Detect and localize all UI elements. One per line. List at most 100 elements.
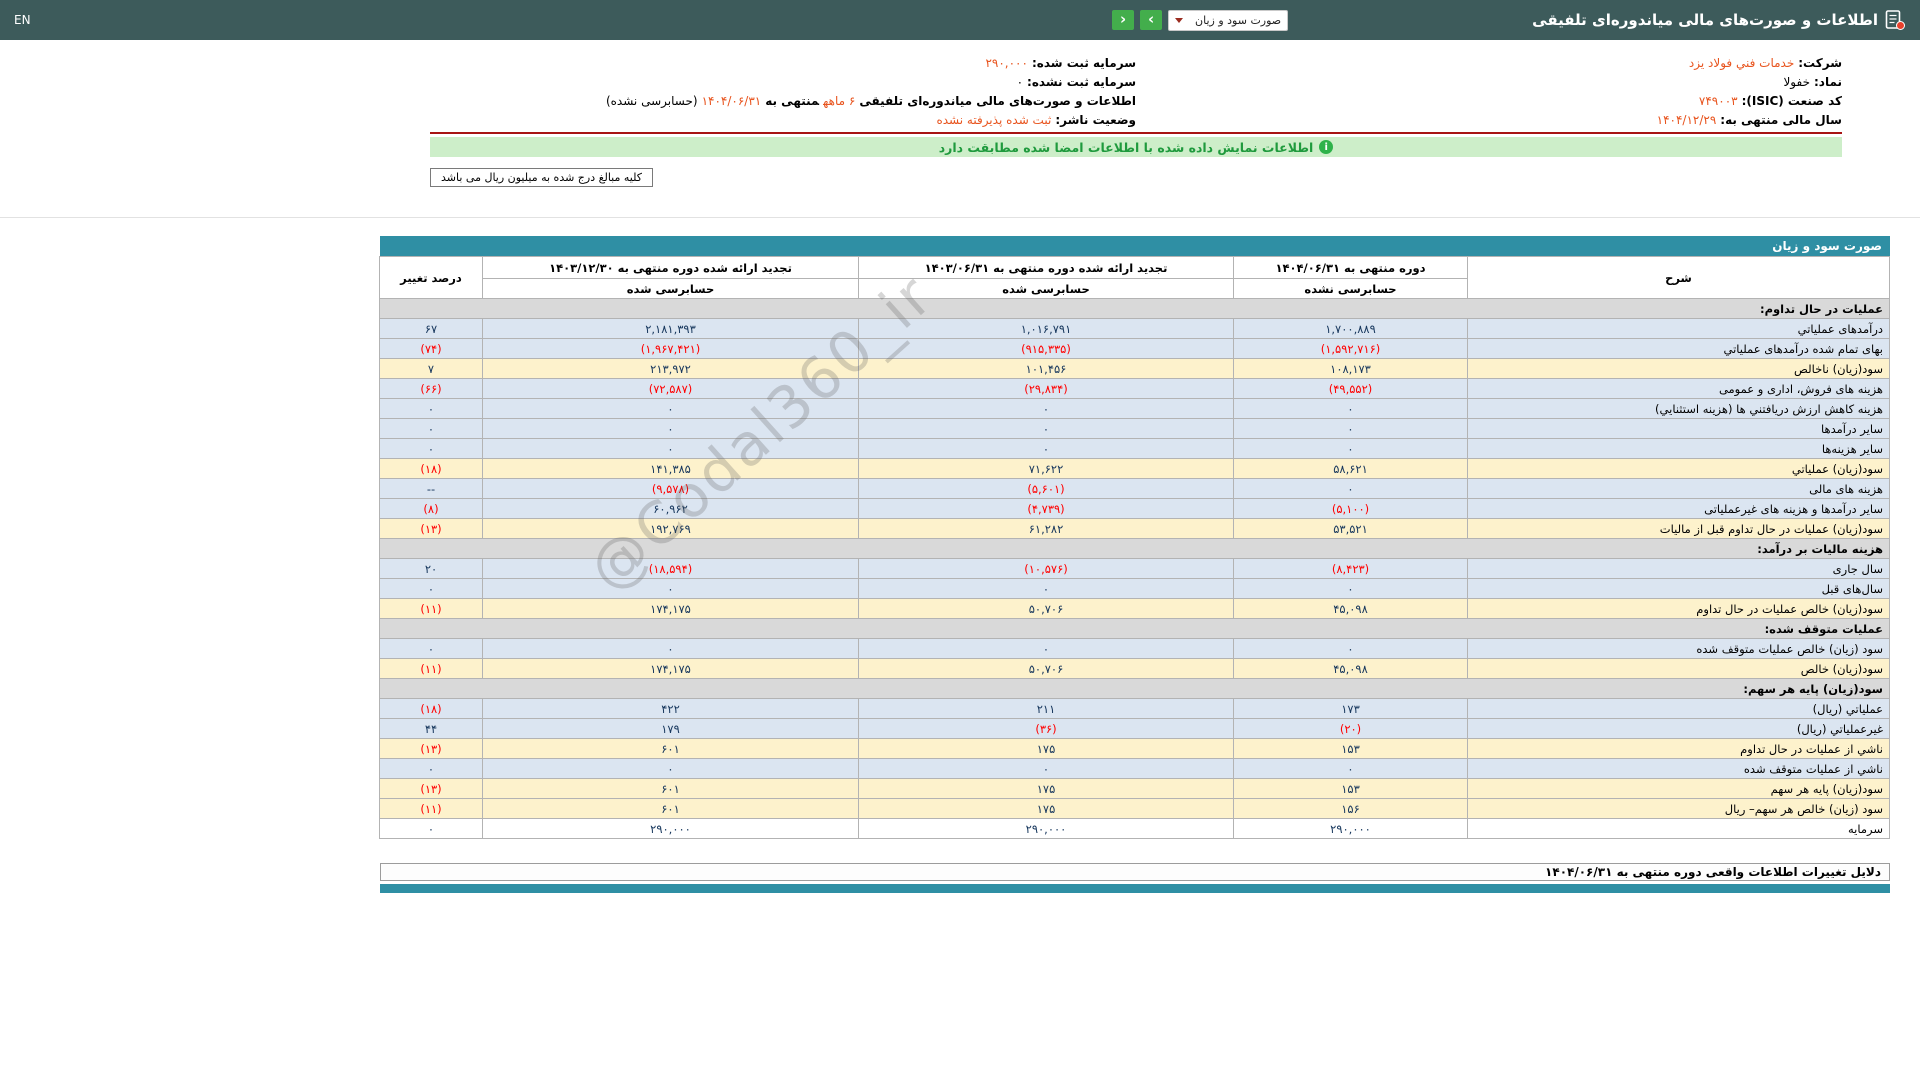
company-info-section: شرکت:خدمات فني فولاد يزد نماد:خفولا کد صنع… <box>380 40 1890 187</box>
value-cell: ۲,۱۸۱,۳۹۳ <box>482 318 859 339</box>
data-row: سود(زیان) خالص عملیات در حال تداوم ۴۵,۰۹۸… <box>379 598 1890 619</box>
row-label: سود(زیان) ناخالص <box>1467 358 1890 379</box>
value-cell: (۲۰) <box>1233 718 1468 739</box>
section-row: سود(زیان) پایه هر سهم: <box>379 678 1890 699</box>
data-row: هزینه کاهش ارزش دریافتني ها (هزینه استثن… <box>379 398 1890 419</box>
value-cell: ۱۷۵ <box>858 798 1234 819</box>
pct-change-cell: (۱۸) <box>379 458 483 479</box>
value-cell: (۱۸,۵۹۴) <box>482 558 859 579</box>
value-cell: ۱۷۹ <box>482 718 859 739</box>
info-value: ۶ ماهه <box>823 94 856 108</box>
value-cell: ۰ <box>1233 758 1468 779</box>
value-cell: (۱,۹۶۷,۴۲۱) <box>482 338 859 359</box>
pct-change-cell: -- <box>379 478 483 499</box>
value-cell: ۱۵۶ <box>1233 798 1468 819</box>
header-row-audit: حسابرسی نشده حسابرسی شده حسابرسی شده <box>380 278 1890 299</box>
col-subheader-audited-2: حسابرسی شده <box>482 278 859 299</box>
data-row: سال جاری (۸,۴۲۳) (۱۰,۵۷۶) (۱۸,۵۹۴) ۲۰ <box>379 558 1890 579</box>
value-cell: ۰ <box>1233 418 1468 439</box>
pct-change-cell: ۷ <box>379 358 483 379</box>
value-cell: ۲۹۰,۰۰۰ <box>1233 818 1468 839</box>
statement-table: شرح دوره منتهی به ۱۴۰۴/۰۶/۳۱ تجدید ارائه… <box>379 256 1890 839</box>
company-info-row: سال مالی منتهی به:۱۴۰۴/۱۲/۲۹ <box>1136 111 1842 130</box>
statement-select-value: صورت سود و زیان <box>1195 13 1282 27</box>
amount-unit-note: کلیه مبالغ درج شده به میلیون ریال می باش… <box>430 168 653 187</box>
row-label: هزینه های فروش، اداری و عمومی <box>1467 378 1890 399</box>
section-row: عملیات متوقف شده: <box>379 618 1890 639</box>
col-header-desc: شرح <box>1467 256 1890 299</box>
col-header-period-1404-06-31: دوره منتهی به ۱۴۰۴/۰۶/۳۱ <box>1233 256 1468 279</box>
value-cell: ۱۵۳ <box>1233 778 1468 799</box>
col-subheader-audited-1: حسابرسی شده <box>858 278 1234 299</box>
value-cell: ۰ <box>482 438 859 459</box>
col-header-period-1403-12-30: تجدید ارائه شده دوره منتهی به ۱۴۰۳/۱۲/۳۰ <box>482 256 859 279</box>
row-label: سایر درآمدها <box>1467 418 1890 439</box>
reasons-header: دلایل تغییرات اطلاعات واقعی دوره منتهی ب… <box>380 863 1890 881</box>
row-label: سود(زیان) خالص عملیات در حال تداوم <box>1467 598 1890 619</box>
info-value: ۰ <box>1016 75 1024 89</box>
row-label: هزینه کاهش ارزش دریافتني ها (هزینه استثن… <box>1467 398 1890 419</box>
pct-change-cell: ۰ <box>379 578 483 599</box>
value-cell: ۱۷۴,۱۷۵ <box>482 658 859 679</box>
value-cell: ۰ <box>858 398 1234 419</box>
value-cell: ۱,۰۱۶,۷۹۱ <box>858 318 1234 339</box>
company-info-row: اطلاعات و صورت‌های مالی میاندوره‌ای تلفی… <box>430 92 1136 111</box>
nav-left-button[interactable]: ‹ <box>1112 10 1135 30</box>
value-cell: ۷۱,۶۲۲ <box>858 458 1234 479</box>
pct-change-cell: (۱۱) <box>379 798 483 819</box>
value-cell: ۰ <box>1233 438 1468 459</box>
col-subheader-unaudited: حسابرسی نشده <box>1233 278 1468 299</box>
statement-select[interactable]: صورت سود و زیان <box>1168 9 1289 31</box>
data-row: سرمایه ۲۹۰,۰۰۰ ۲۹۰,۰۰۰ ۲۹۰,۰۰۰ ۰ <box>379 818 1890 839</box>
company-info-row: سرمایه ثبت شده:۲۹۰,۰۰۰ <box>430 54 1136 73</box>
info-value: ۲۹۰,۰۰۰ <box>985 56 1028 70</box>
value-cell: ۶۰۱ <box>482 778 859 799</box>
signature-banner: i اطلاعات نمایش داده شده با اطلاعات امضا… <box>430 137 1842 157</box>
data-row: سود(زیان) ناخالص ۱۰۸,۱۷۳ ۱۰۱,۴۵۶ ۲۱۳,۹۷۲ ۷ <box>379 358 1890 379</box>
value-cell: ۴۵,۰۹۸ <box>1233 598 1468 619</box>
row-label: سرمایه <box>1467 818 1890 839</box>
value-cell: ۲۹۰,۰۰۰ <box>482 818 859 839</box>
value-cell: (۲۹,۸۳۴) <box>858 378 1234 399</box>
info-label: نماد: <box>1813 75 1842 89</box>
row-label: سود(زیان) عملیات در حال تداوم قبل از مال… <box>1467 518 1890 539</box>
language-toggle[interactable]: EN <box>14 13 31 27</box>
topbar: اطلاعات و صورت‌های مالی میاندوره‌ای تلفی… <box>0 0 1920 40</box>
value-cell: (۵,۱۰۰) <box>1233 498 1468 519</box>
value-cell: ۵۸,۶۲۱ <box>1233 458 1468 479</box>
nav-right-button[interactable]: › <box>1140 10 1163 30</box>
pct-change-cell: (۱۱) <box>379 598 483 619</box>
data-row: ناشي از عملیات در حال تداوم ۱۵۳ ۱۷۵ ۶۰۱ (۱۳) <box>379 738 1890 759</box>
header-row-periods: شرح دوره منتهی به ۱۴۰۴/۰۶/۳۱ تجدید ارائه… <box>379 256 1890 299</box>
value-cell: ۶۰۱ <box>482 798 859 819</box>
row-label: سایر درآمدها و هزینه های غیرعملیاتی <box>1467 498 1890 519</box>
company-info-row: نماد:خفولا <box>1136 73 1842 92</box>
value-cell: ۱۰۱,۴۵۶ <box>858 358 1234 379</box>
value-cell: ۱,۷۰۰,۸۸۹ <box>1233 318 1468 339</box>
value-cell: ۶۰,۹۶۲ <box>482 498 859 519</box>
pct-change-cell: ۰ <box>379 418 483 439</box>
info-value: ۱۴۰۴/۱۲/۲۹ <box>1656 113 1717 127</box>
value-cell: ۵۰,۷۰۶ <box>858 598 1234 619</box>
data-row: عملیاتي (ریال) ۱۷۳ ۲۱۱ ۴۲۲ (۱۸) <box>379 698 1890 719</box>
row-label: ناشي از عملیات متوقف شده <box>1467 758 1890 779</box>
info-value: (حسابرسی نشده) <box>605 94 698 108</box>
value-cell: ۰ <box>482 398 859 419</box>
value-cell: (۷۲,۵۸۷) <box>482 378 859 399</box>
data-row: سود(زیان) خالص ۴۵,۰۹۸ ۵۰,۷۰۶ ۱۷۴,۱۷۵ (۱۱) <box>379 658 1890 679</box>
value-cell: ۶۰۱ <box>482 738 859 759</box>
data-row: درآمدهای عملیاتي ۱,۷۰۰,۸۸۹ ۱,۰۱۶,۷۹۱ ۲,۱۸۱,… <box>379 318 1890 339</box>
section-divider <box>0 217 1920 218</box>
data-row: سود(زیان) پایه هر سهم ۱۵۳ ۱۷۵ ۶۰۱ (۱۳) <box>379 778 1890 799</box>
value-cell: ۰ <box>858 638 1234 659</box>
row-label: غیرعملیاتي (ریال) <box>1467 718 1890 739</box>
info-value: ۷۴۹۰۰۳ <box>1698 94 1738 108</box>
info-value: خدمات فني فولاد يزد <box>1688 56 1795 70</box>
data-row: بهای تمام شده درآمدهای عملیاتي (۱,۵۹۲,۷۱۶… <box>379 338 1890 359</box>
row-label: سود(زیان) پایه هر سهم <box>1467 778 1890 799</box>
data-row: سود (زیان) خالص عملیات متوقف شده ۰ ۰ ۰ ۰ <box>379 638 1890 659</box>
data-row: هزینه های فروش، اداری و عمومی (۴۹,۵۵۲) (۲۹… <box>379 378 1890 399</box>
next-table-header-partial <box>380 884 1890 893</box>
value-cell: (۴,۷۳۹) <box>858 498 1234 519</box>
pct-change-cell: ۴۴ <box>379 718 483 739</box>
